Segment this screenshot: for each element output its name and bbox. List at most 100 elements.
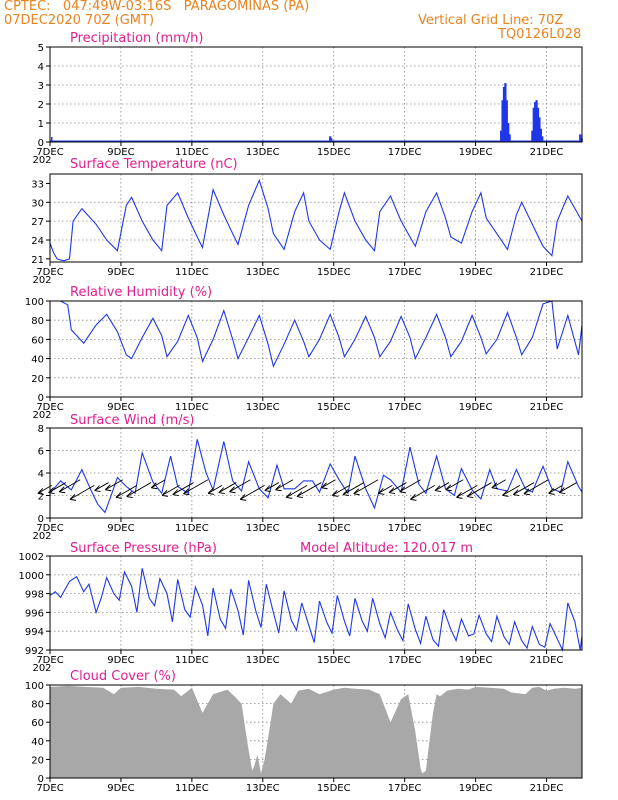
wind-arrow [523, 479, 549, 495]
cloud-xtick-label: 15DEC [317, 783, 351, 794]
wind-arrow [239, 484, 265, 500]
rh-ytick-label: 100 [25, 297, 44, 308]
wind-ytick-label: 0 [38, 514, 44, 525]
wind-arrowhead [69, 494, 77, 501]
wind-year-stub: 202 [32, 531, 51, 542]
precip-bar [536, 107, 540, 142]
cloud-title: Cloud Cover (%) [70, 669, 176, 684]
pressure-ytick-label: 1002 [19, 552, 44, 563]
precip-xtick-label: 15DEC [317, 147, 351, 158]
wind-arrow [207, 484, 223, 494]
rh-ytick-label: 20 [31, 374, 44, 385]
wind-arrowhead [151, 482, 158, 490]
pressure-ytick-label: 994 [25, 627, 44, 638]
wind-arrowhead [331, 490, 339, 497]
precip-frame [49, 46, 583, 143]
pressure-year-stub: 202 [32, 663, 51, 674]
temp-year-stub: 202 [32, 275, 51, 286]
rh-ytick-label: 0 [38, 393, 44, 404]
rh-ytick-label: 40 [31, 355, 44, 366]
wind-xtick-label: 9DEC [107, 523, 134, 534]
wind-arrow [48, 482, 67, 493]
wind-arrowhead [445, 484, 452, 492]
wind-ytick-label: 4 [38, 469, 44, 480]
wind-arrowhead [434, 485, 442, 493]
cloud-xtick-label: 21DEC [530, 783, 564, 794]
cloud-xtick-label: 19DEC [459, 783, 493, 794]
wind-arrowhead [523, 488, 531, 496]
wind-arrowhead [548, 488, 555, 495]
precip-year-stub: 202 [32, 155, 51, 166]
wind-arrow [434, 482, 450, 491]
wind-arrowhead [410, 494, 417, 501]
wind-arrow [218, 482, 237, 493]
wind-arrow [466, 482, 492, 497]
precip-ytick-label: 0 [38, 138, 44, 149]
precip-bar [534, 102, 537, 142]
precip-ytick-label: 3 [38, 81, 44, 92]
wind-ytick-label: 8 [38, 424, 44, 435]
wind-arrow [264, 482, 279, 491]
wind-arrowhead [207, 488, 215, 495]
wind-arrow [183, 479, 209, 495]
pressure-xtick-label: 9DEC [107, 655, 134, 666]
wind-arrow [126, 482, 152, 497]
wind-arrow [172, 482, 194, 495]
wind-arrowhead [378, 488, 385, 495]
rh-xtick-label: 13DEC [246, 402, 280, 413]
wind-arrow [105, 479, 123, 491]
rh-frame [49, 300, 583, 398]
grid-line-note: Vertical Grid Line: 70Z [418, 13, 564, 28]
wind-arrowhead [388, 487, 396, 495]
wind-arrowhead [264, 485, 271, 493]
precip-ytick-label: 4 [38, 62, 44, 73]
model-code: TQ0126L028 [498, 27, 582, 42]
precip-bar [532, 107, 535, 142]
rh-xtick-label: 7DEC [36, 402, 63, 413]
rh-xtick-label: 19DEC [459, 402, 493, 413]
cloud-xtick-label: 9DEC [107, 783, 134, 794]
wind-arrowhead [115, 492, 123, 499]
rh-title: Relative Humidity (%) [70, 285, 212, 300]
wind-arrow [296, 482, 322, 497]
wind-arrow [410, 484, 436, 500]
wind-arrow [229, 479, 251, 493]
precip-ytick-label: 5 [38, 43, 44, 54]
pressure-xtick-label: 11DEC [175, 655, 209, 666]
precip-bar [505, 100, 508, 142]
cloud-area [50, 685, 582, 778]
cloud-xtick-label: 17DEC [388, 783, 422, 794]
station-header: CPTEC: 047:49W-03:16S PARAGOMINAS (PA) [4, 0, 310, 14]
wind-arrow [502, 484, 521, 496]
wind-arrow [151, 479, 166, 489]
pressure-ytick-label: 1000 [19, 571, 44, 582]
run-datetime: 07DEC2020 70Z (GMT) [4, 13, 155, 28]
temp-xtick-label: 11DEC [175, 267, 209, 278]
pressure-ytick-label: 996 [25, 608, 44, 619]
temp-ytick-label: 21 [31, 255, 44, 266]
rh-xtick-label: 11DEC [175, 402, 209, 413]
wind-arrow [37, 484, 52, 494]
cloud-xtick-label: 7DEC [36, 783, 63, 794]
pressure-line [49, 568, 583, 652]
wind-arrowhead [229, 486, 236, 494]
precip-bar [500, 130, 503, 142]
precip-xtick-label: 9DEC [107, 147, 134, 158]
wind-arrowhead [456, 492, 463, 499]
wind-arrowhead [353, 488, 360, 496]
precip-xtick-label: 13DEC [246, 147, 280, 158]
wind-arrowhead [285, 492, 293, 499]
rh-year-stub: 202 [32, 410, 51, 421]
wind-ytick-label: 2 [38, 492, 44, 503]
temp-xtick-label: 19DEC [459, 267, 493, 278]
precip-title: Precipitation (mm/h) [70, 31, 203, 46]
precip-bar [531, 130, 534, 142]
wind-arrowhead [466, 491, 474, 499]
wind-arrowhead [296, 491, 304, 499]
temp-ytick-label: 24 [31, 236, 44, 247]
cloud-xtick-label: 11DEC [175, 783, 209, 794]
precip-bar [501, 100, 504, 142]
wind-arrow [445, 479, 464, 491]
wind-arrowhead [126, 491, 133, 499]
cloud-ytick-label: 20 [31, 755, 44, 766]
